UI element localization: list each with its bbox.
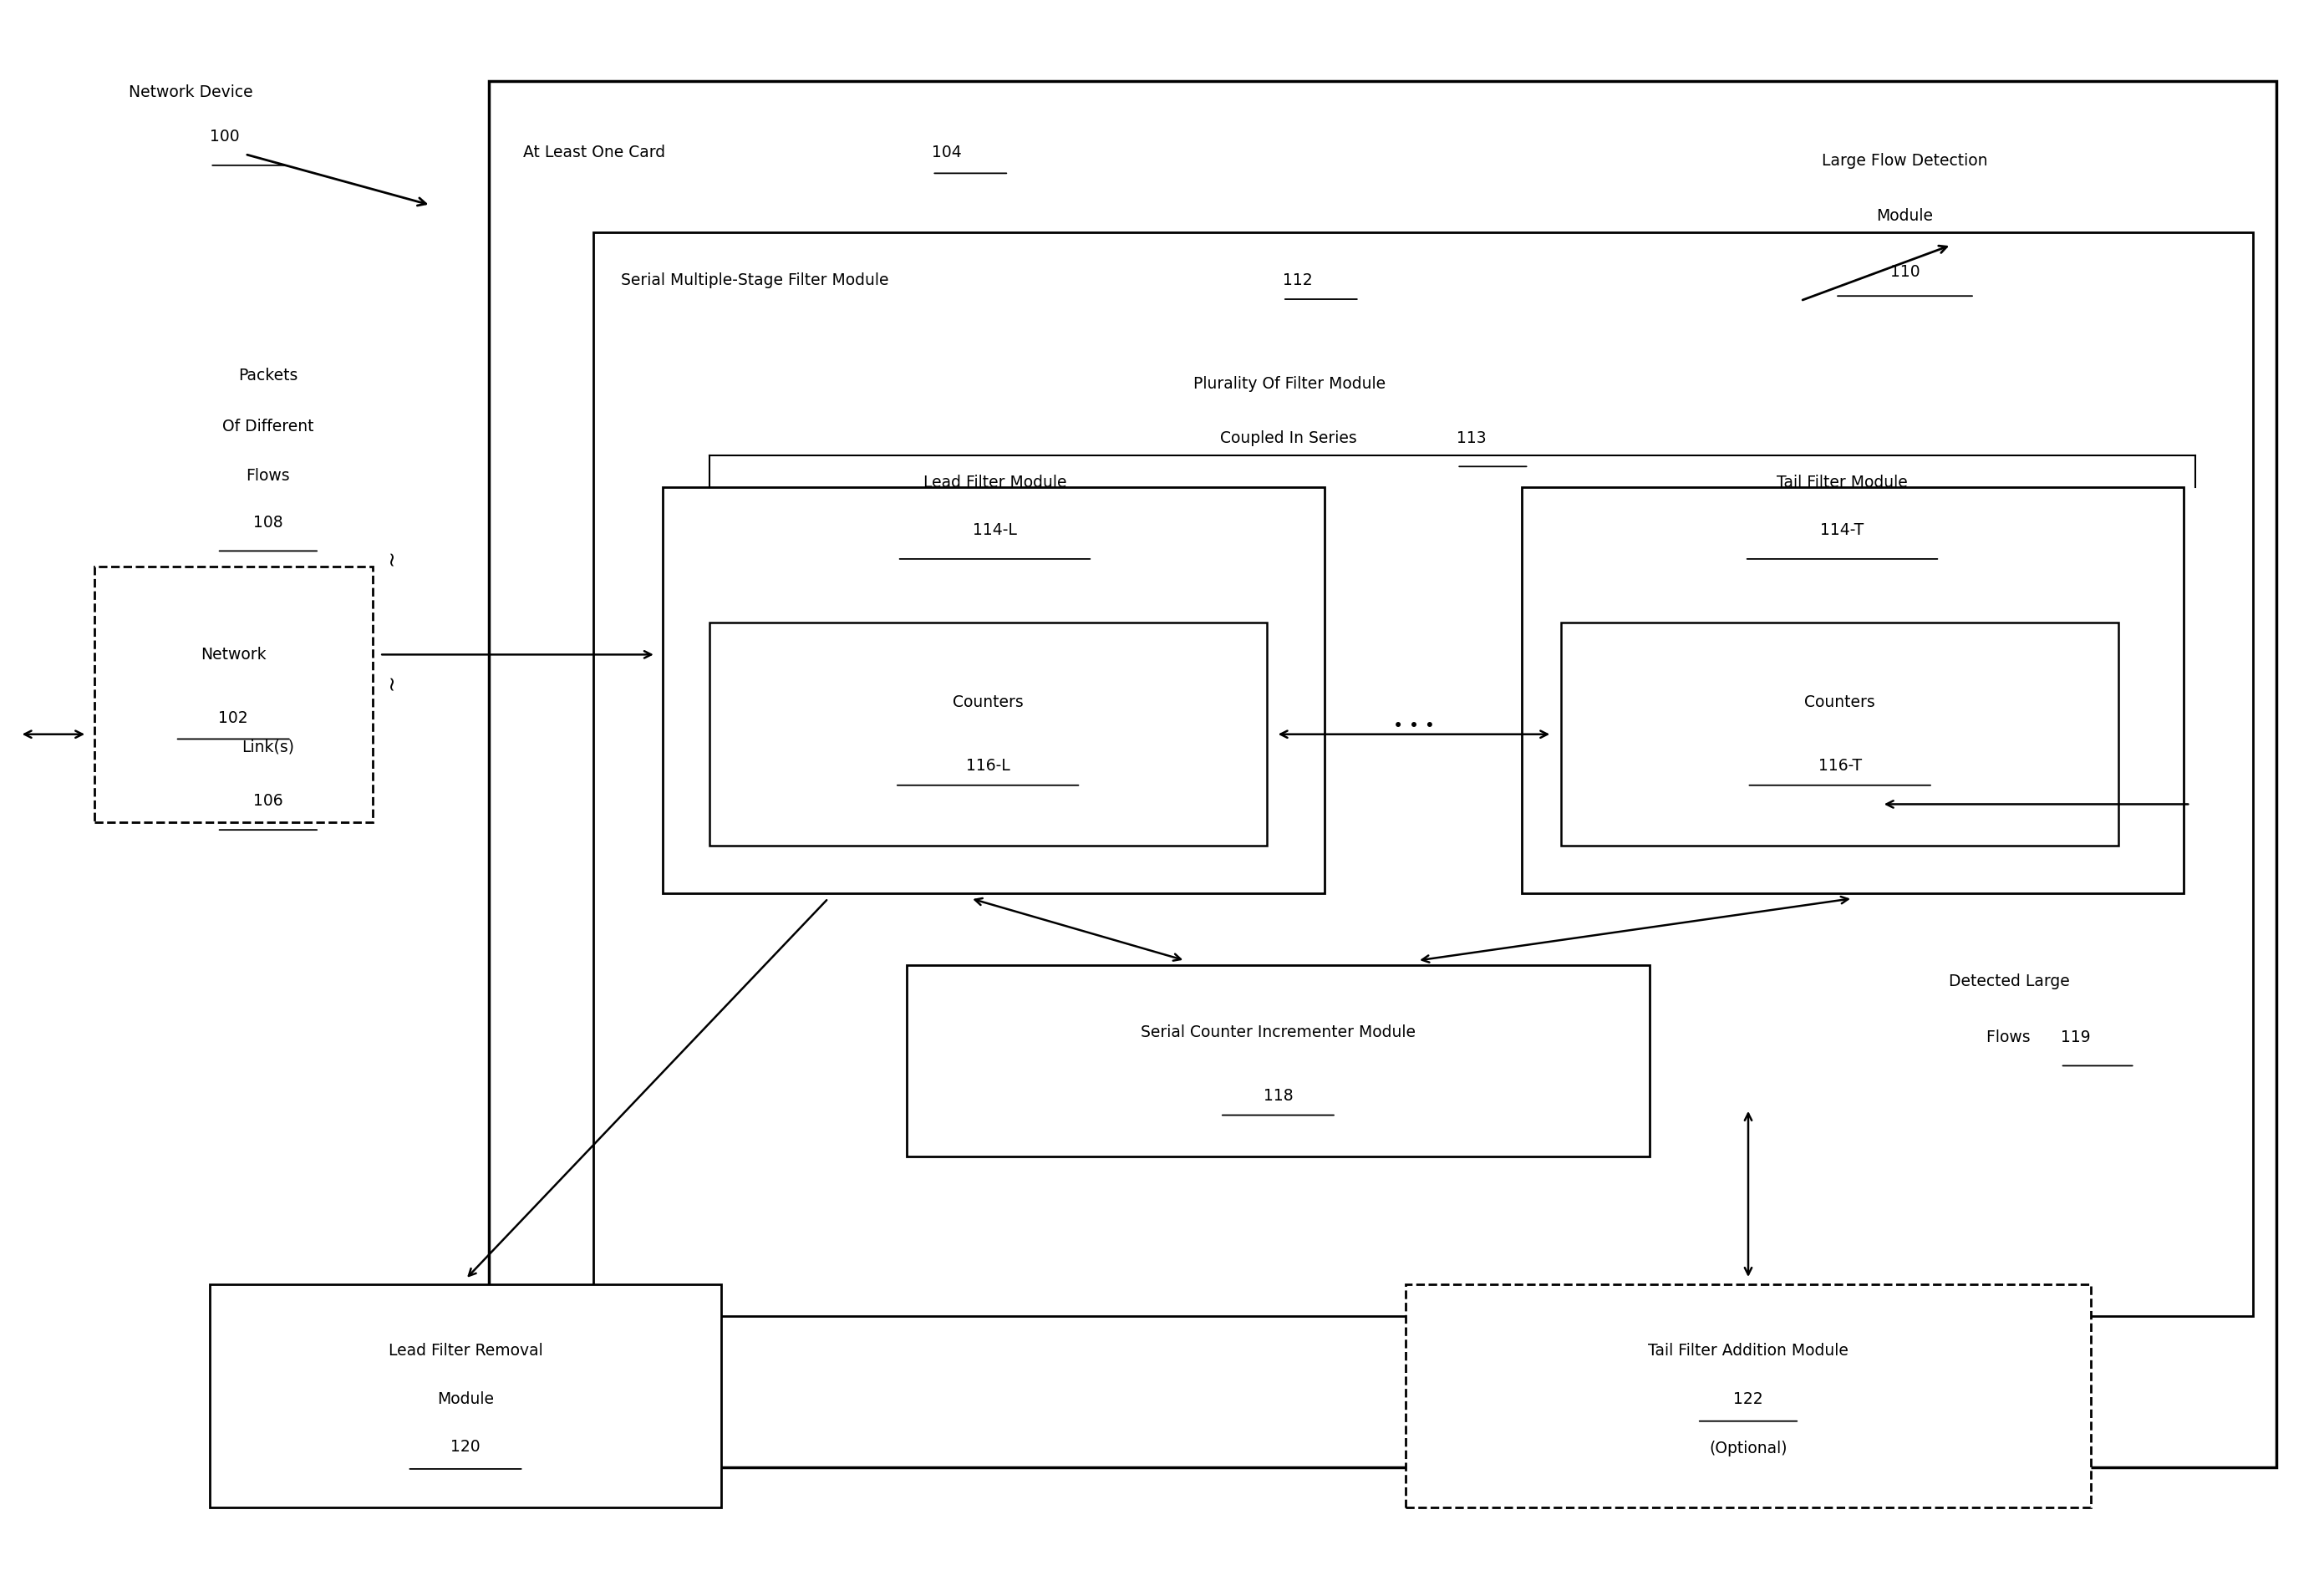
Text: 120: 120	[451, 1438, 481, 1454]
FancyBboxPatch shape	[488, 81, 2278, 1467]
Text: Large Flow Detection: Large Flow Detection	[1822, 153, 1987, 169]
Text: Serial Multiple-Stage Filter Module: Serial Multiple-Stage Filter Module	[621, 271, 895, 287]
Text: Network Device: Network Device	[128, 85, 253, 101]
Text: At Least One Card: At Least One Card	[523, 145, 672, 161]
Text: Link(s): Link(s)	[242, 739, 295, 755]
Text: Counters: Counters	[1803, 694, 1875, 710]
Text: 110: 110	[1889, 265, 1920, 279]
FancyBboxPatch shape	[593, 233, 2254, 1317]
Text: Lead Filter Removal: Lead Filter Removal	[388, 1344, 544, 1358]
FancyBboxPatch shape	[209, 1285, 720, 1507]
Text: 108: 108	[253, 514, 284, 530]
Text: Detected Large: Detected Large	[1950, 974, 2071, 990]
Text: Coupled In Series: Coupled In Series	[1220, 429, 1362, 445]
FancyBboxPatch shape	[662, 487, 1325, 894]
Text: Counters: Counters	[953, 694, 1023, 710]
Text: • • •: • • •	[1392, 718, 1434, 734]
Text: 102: 102	[218, 710, 249, 726]
Text: Serial Counter Incrementer Module: Serial Counter Incrementer Module	[1141, 1025, 1415, 1041]
FancyBboxPatch shape	[1562, 622, 2119, 846]
FancyBboxPatch shape	[93, 567, 372, 822]
Text: 106: 106	[253, 793, 284, 809]
Text: Module: Module	[1875, 209, 1934, 225]
Text: 116-L: 116-L	[967, 758, 1011, 774]
Text: Lead Filter Module: Lead Filter Module	[923, 474, 1067, 490]
Text: Plurality Of Filter Module: Plurality Of Filter Module	[1195, 375, 1385, 391]
Text: Tail Filter Addition Module: Tail Filter Addition Module	[1648, 1344, 1848, 1358]
Text: Flows: Flows	[1987, 1029, 2036, 1045]
Text: 119: 119	[2061, 1029, 2089, 1045]
Text: 122: 122	[1734, 1390, 1764, 1406]
FancyBboxPatch shape	[906, 966, 1650, 1157]
Text: 114-T: 114-T	[1820, 522, 1864, 538]
FancyBboxPatch shape	[1522, 487, 2185, 894]
Text: Packets: Packets	[239, 367, 297, 383]
Text: 114-L: 114-L	[974, 522, 1018, 538]
Text: Module: Module	[437, 1390, 495, 1406]
Text: 100: 100	[209, 129, 239, 145]
Text: Of Different: Of Different	[223, 418, 314, 434]
Text: 118: 118	[1264, 1088, 1292, 1104]
Text: 113: 113	[1457, 429, 1487, 445]
FancyBboxPatch shape	[1406, 1285, 2092, 1507]
Text: 112: 112	[1283, 271, 1313, 287]
Text: Flows: Flows	[246, 468, 290, 484]
Text: Tail Filter Module: Tail Filter Module	[1778, 474, 1908, 490]
Text: ~: ~	[381, 549, 402, 565]
Text: 116-T: 116-T	[1817, 758, 1862, 774]
FancyBboxPatch shape	[709, 622, 1267, 846]
Text: ~: ~	[381, 674, 402, 689]
Text: (Optional): (Optional)	[1708, 1440, 1787, 1456]
Text: Network: Network	[200, 646, 267, 662]
Text: 104: 104	[932, 145, 962, 161]
